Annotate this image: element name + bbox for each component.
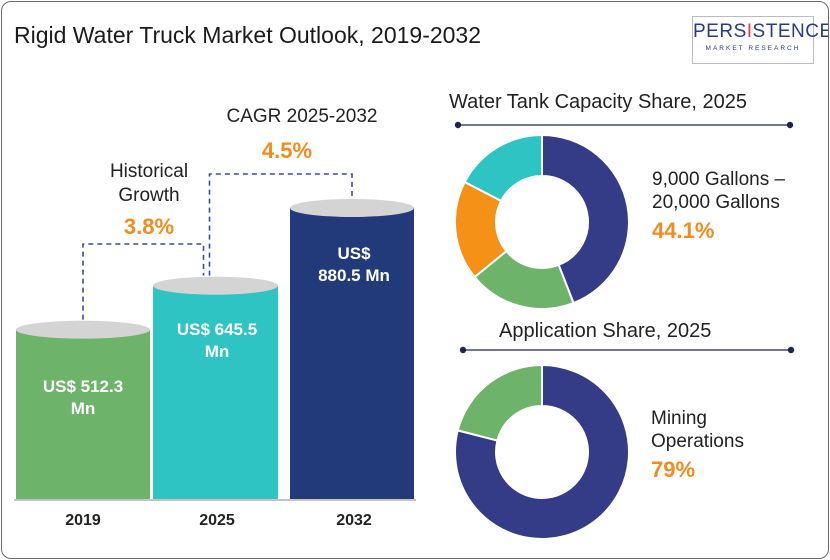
application-donut-segment-2 [456, 363, 543, 442]
cagr-connector [208, 173, 353, 276]
bar-cap-2025 [153, 276, 278, 295]
bar-2019 [16, 329, 150, 499]
capacity-title-rule-dot-right [786, 121, 794, 129]
x-tick-2019: 2019 [65, 512, 101, 529]
bar-value-label-2032: US$ 880.5 Mn [318, 244, 390, 285]
brand-logo-text: PERSISTENCE [693, 21, 829, 42]
historical-growth-label: Historical Growth [109, 161, 189, 206]
page-title: Rigid Water Truck Market Outlook, 2019-2… [14, 22, 482, 48]
capacity-donut-segment-1 [541, 133, 630, 305]
bar-value-label-2025: US$ 645.5 Mn [176, 320, 258, 361]
historical-growth-connector [82, 243, 205, 320]
capacity-share-title: Water Tank Capacity Share, 2025 [449, 91, 747, 113]
capacity-title-rule-dot-left [454, 121, 462, 129]
x-tick-2032: 2032 [336, 512, 372, 529]
capacity-highlight-value: 44.1% [652, 218, 715, 243]
application-title-rule-dot-right [787, 346, 795, 354]
cagr-label: CAGR 2025-2032 [226, 106, 378, 127]
bar-2032 [290, 207, 414, 499]
capacity-highlight-label: 9,000 Gallons –20,000 Gallons [652, 169, 786, 213]
application-highlight-value: 79% [651, 457, 696, 482]
historical-growth-value: 3.8% [123, 214, 175, 239]
brand-logo-subtitle: MARKET RESEARCH [705, 45, 801, 52]
application-donut-segment-1 [454, 363, 630, 540]
capacity-donut-segment-4 [463, 133, 543, 203]
application-share-title: Application Share, 2025 [499, 320, 712, 342]
bar-cap-2032 [290, 198, 414, 217]
bar-2025 [153, 285, 278, 499]
application-highlight-label: Mining Operations [651, 408, 744, 452]
bar-value-label-2019: US$ 512.3 Mn [42, 377, 124, 418]
x-tick-2025: 2025 [199, 512, 235, 529]
brand-logo: PERSISTENCE MARKET RESEARCH [692, 16, 829, 64]
application-title-rule-dot-left [459, 346, 467, 354]
bar-cap-2019 [16, 320, 150, 339]
cagr-value: 4.5% [261, 138, 313, 163]
